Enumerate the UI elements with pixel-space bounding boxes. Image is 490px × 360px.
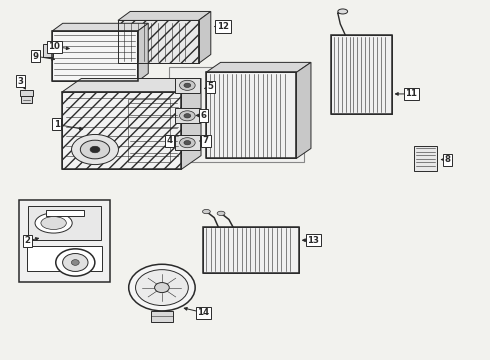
Bar: [175, 135, 199, 150]
Bar: [203, 226, 299, 273]
Ellipse shape: [179, 111, 195, 121]
Ellipse shape: [202, 210, 210, 214]
Polygon shape: [206, 62, 311, 72]
Text: 8: 8: [445, 155, 451, 164]
Ellipse shape: [136, 270, 188, 306]
Polygon shape: [181, 78, 201, 169]
Ellipse shape: [217, 211, 225, 216]
Ellipse shape: [72, 260, 79, 265]
Polygon shape: [52, 23, 148, 31]
Bar: [414, 146, 437, 171]
Ellipse shape: [56, 249, 95, 276]
Text: 5: 5: [208, 82, 214, 91]
Ellipse shape: [35, 213, 72, 233]
Bar: [331, 35, 392, 114]
Ellipse shape: [184, 140, 191, 145]
Bar: [331, 35, 392, 114]
Bar: [151, 311, 172, 321]
Text: 7: 7: [203, 136, 209, 145]
Polygon shape: [138, 23, 148, 81]
Ellipse shape: [80, 140, 110, 159]
Text: 4: 4: [166, 136, 172, 145]
Bar: [20, 90, 33, 96]
Bar: [21, 96, 32, 103]
Bar: [52, 31, 138, 81]
Bar: [127, 99, 170, 162]
Ellipse shape: [184, 114, 191, 118]
Text: 14: 14: [197, 308, 210, 317]
Text: 6: 6: [200, 111, 206, 120]
Ellipse shape: [90, 146, 100, 153]
Bar: [169, 67, 304, 162]
Bar: [19, 200, 110, 282]
Text: 1: 1: [54, 120, 60, 129]
Text: 12: 12: [217, 22, 229, 31]
Polygon shape: [62, 78, 201, 92]
Ellipse shape: [72, 134, 119, 165]
Text: 3: 3: [17, 77, 23, 86]
Polygon shape: [198, 12, 211, 63]
Bar: [175, 78, 199, 93]
Ellipse shape: [184, 83, 191, 87]
Bar: [43, 44, 53, 57]
Bar: [175, 108, 199, 123]
Bar: [206, 72, 296, 158]
Ellipse shape: [155, 283, 169, 293]
Bar: [28, 206, 101, 240]
Bar: [203, 226, 299, 273]
Polygon shape: [118, 21, 198, 63]
Bar: [46, 210, 84, 216]
Bar: [62, 92, 181, 169]
Bar: [26, 246, 102, 271]
Polygon shape: [296, 62, 311, 158]
Bar: [206, 72, 296, 158]
Ellipse shape: [129, 264, 195, 311]
Text: 9: 9: [33, 52, 39, 61]
Ellipse shape: [63, 253, 88, 271]
Ellipse shape: [41, 217, 66, 229]
Text: 2: 2: [24, 237, 30, 246]
Polygon shape: [62, 92, 181, 169]
Ellipse shape: [179, 80, 195, 90]
Ellipse shape: [338, 9, 347, 14]
Bar: [118, 21, 198, 63]
Text: 11: 11: [405, 89, 417, 98]
Text: 10: 10: [49, 42, 60, 51]
Polygon shape: [118, 12, 211, 21]
Ellipse shape: [179, 138, 195, 148]
Bar: [52, 31, 138, 81]
Text: 13: 13: [307, 236, 319, 245]
